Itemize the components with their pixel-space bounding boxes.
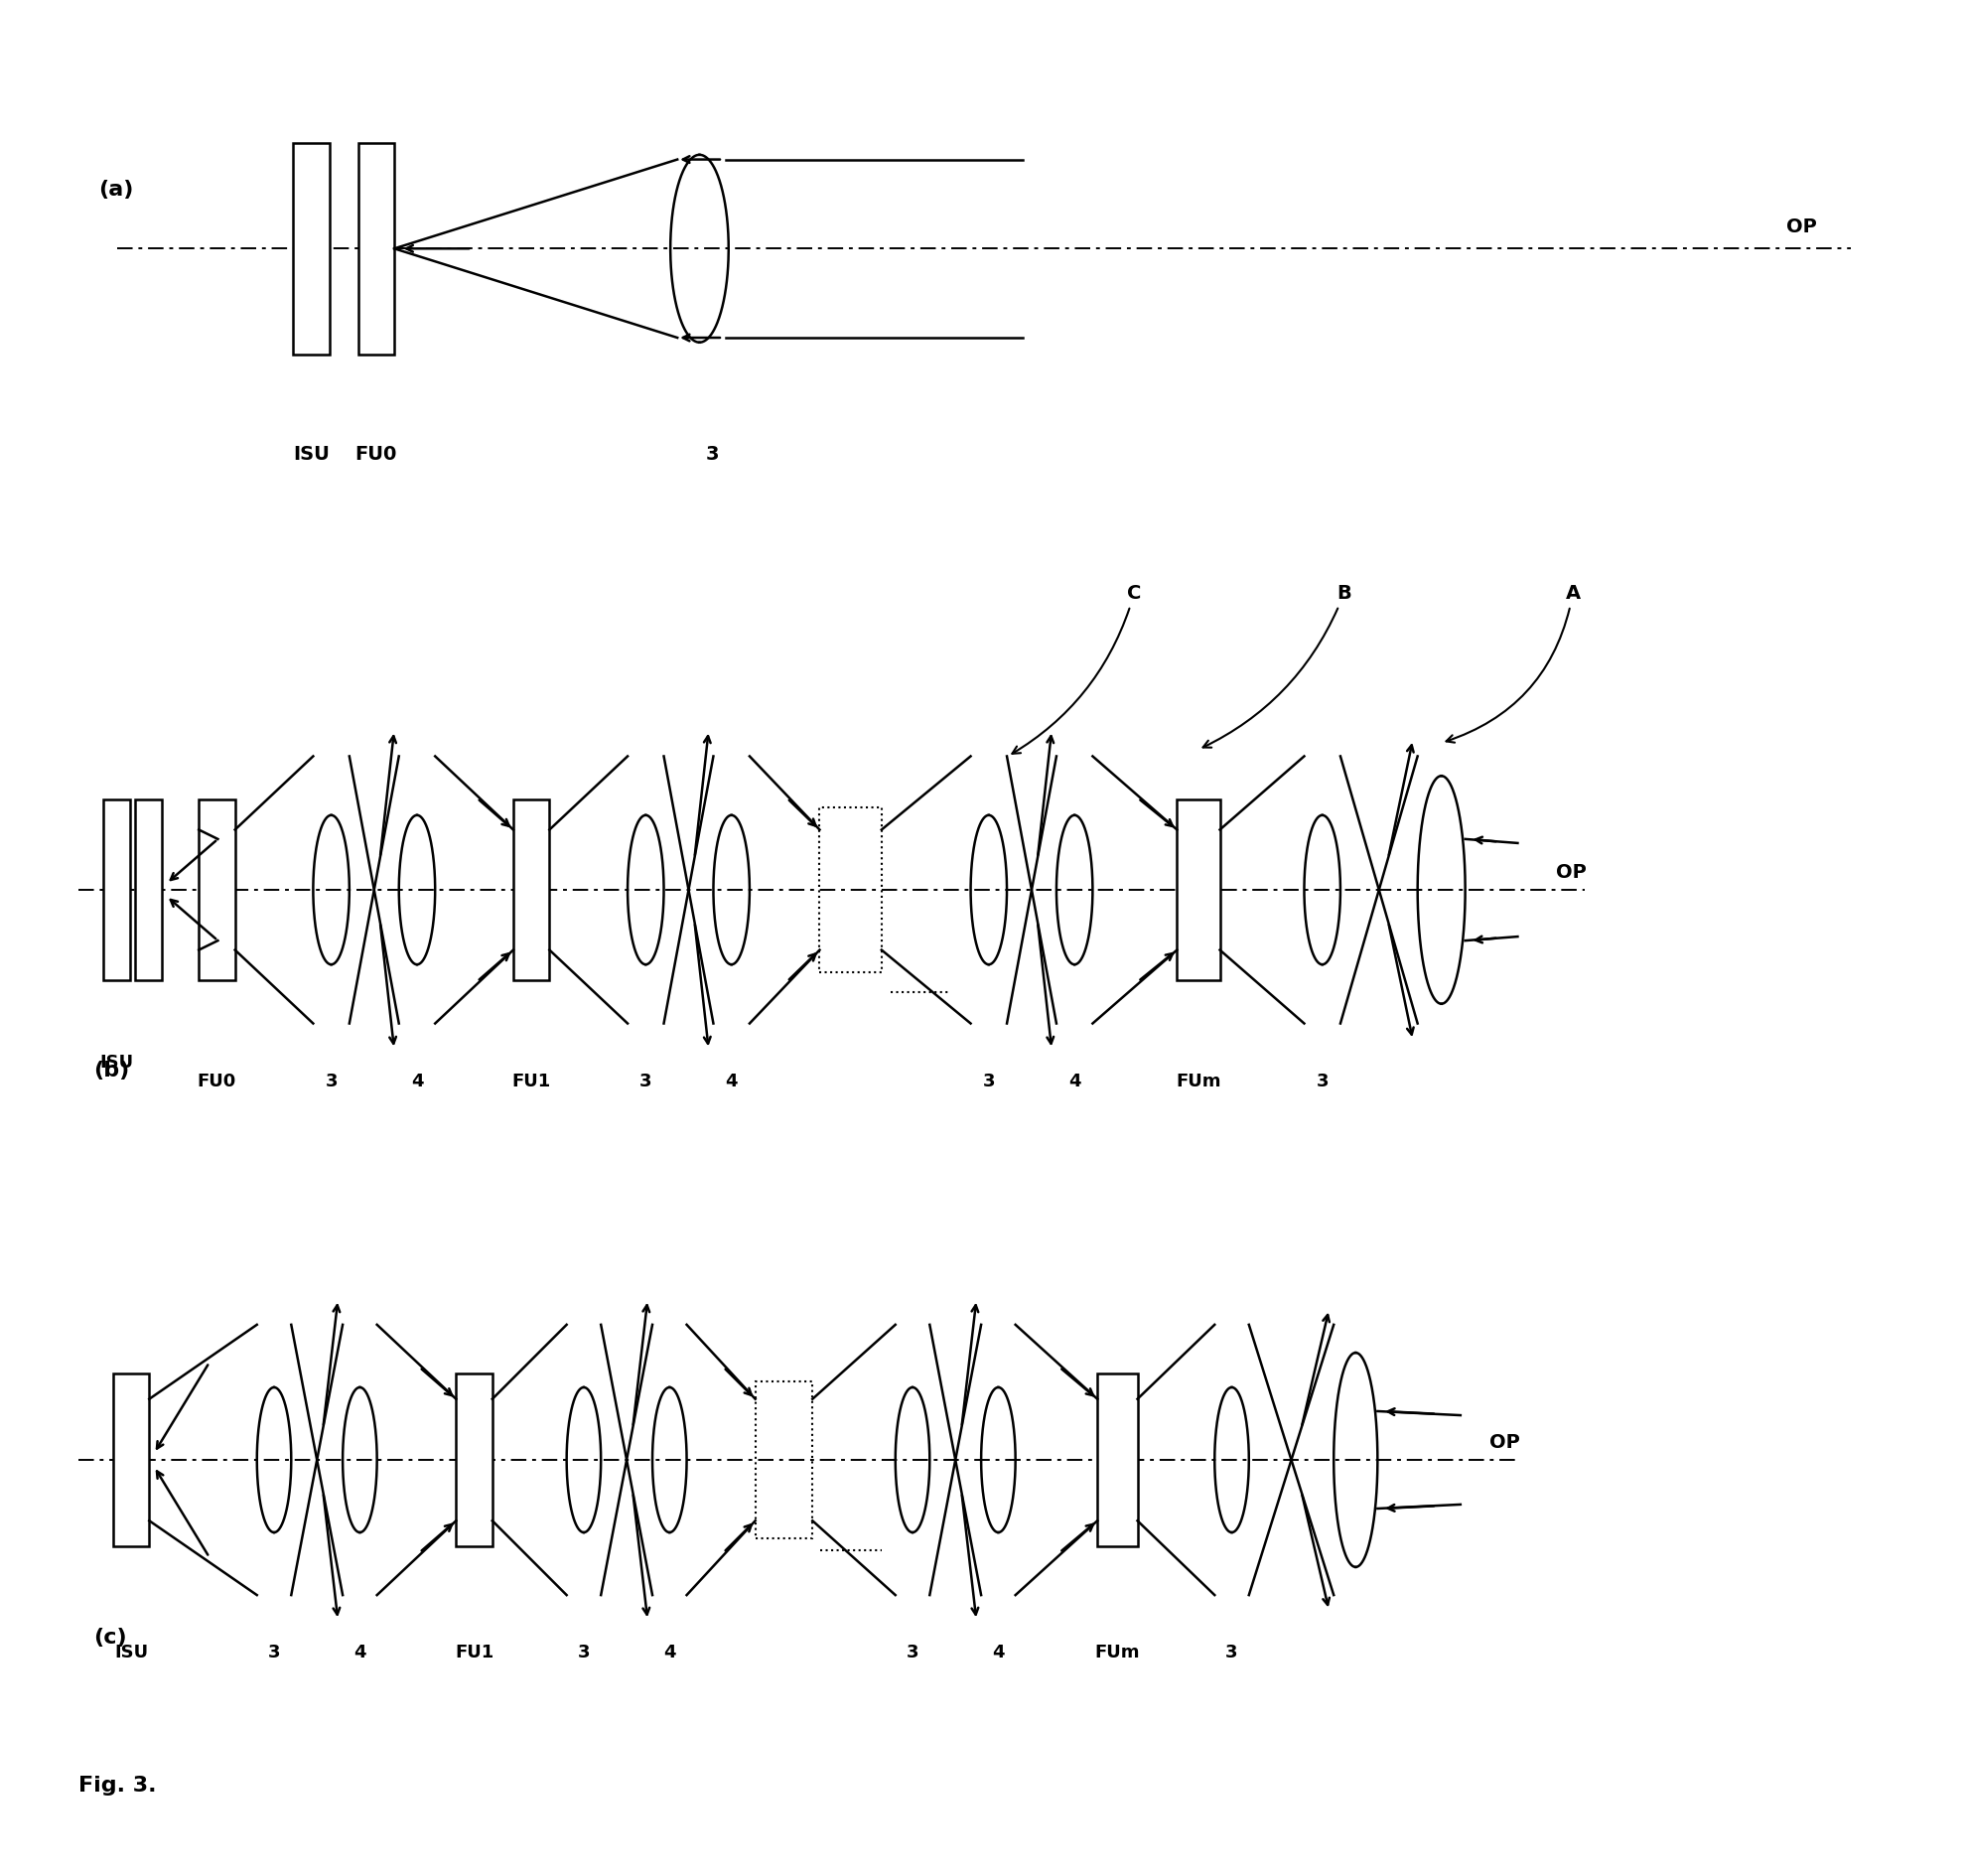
Text: 4: 4 — [992, 1643, 1004, 1662]
Text: 3: 3 — [577, 1643, 590, 1662]
Text: 3: 3 — [325, 1073, 337, 1090]
Text: 4: 4 — [411, 1073, 423, 1090]
Text: FU0: FU0 — [197, 1073, 236, 1090]
Bar — [1177, 799, 1220, 979]
Text: Fig. 3.: Fig. 3. — [79, 1777, 157, 1795]
Bar — [358, 143, 394, 355]
Bar — [104, 799, 130, 979]
Text: FUm: FUm — [1175, 1073, 1220, 1090]
Text: OP: OP — [1557, 863, 1586, 882]
Text: 3: 3 — [907, 1643, 919, 1662]
Text: 3: 3 — [707, 445, 718, 463]
Text: A: A — [1446, 583, 1580, 743]
Text: OP: OP — [1490, 1433, 1519, 1452]
Text: FU1: FU1 — [512, 1073, 551, 1090]
Text: 4: 4 — [354, 1643, 366, 1662]
Bar — [514, 799, 549, 979]
Text: 4: 4 — [726, 1073, 738, 1090]
Text: (c): (c) — [92, 1628, 126, 1647]
Text: 3: 3 — [268, 1643, 279, 1662]
Text: C: C — [1012, 583, 1141, 754]
Text: FUm: FUm — [1094, 1643, 1139, 1662]
Bar — [756, 1381, 813, 1538]
Text: ISU: ISU — [114, 1643, 148, 1662]
Bar — [293, 143, 329, 355]
Text: ISU: ISU — [100, 1054, 134, 1071]
Bar — [136, 799, 161, 979]
Bar — [819, 807, 882, 972]
Text: 4: 4 — [663, 1643, 675, 1662]
Text: 3: 3 — [1226, 1643, 1238, 1662]
Bar — [112, 1373, 150, 1546]
Text: FU0: FU0 — [354, 445, 398, 463]
Text: 3: 3 — [640, 1073, 651, 1090]
Bar — [1098, 1373, 1138, 1546]
Text: 3: 3 — [982, 1073, 996, 1090]
Text: ISU: ISU — [293, 445, 331, 463]
Text: FU1: FU1 — [455, 1643, 494, 1662]
Text: B: B — [1202, 583, 1352, 747]
Bar — [199, 799, 234, 979]
Text: (b): (b) — [92, 1060, 130, 1081]
Text: (a): (a) — [98, 180, 134, 201]
Text: 4: 4 — [1069, 1073, 1080, 1090]
Text: 3: 3 — [1317, 1073, 1328, 1090]
Bar — [457, 1373, 492, 1546]
Text: OP: OP — [1785, 218, 1816, 236]
